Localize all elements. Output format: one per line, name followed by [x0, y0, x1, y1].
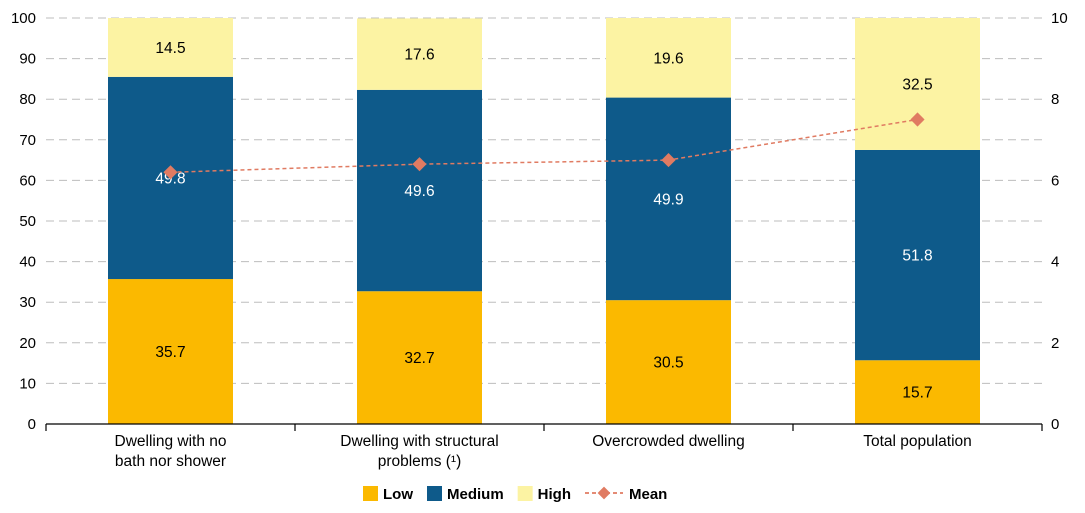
y-left-tick-label: 80	[19, 91, 36, 108]
gridlines	[46, 17, 1042, 384]
data-label-low: 32.7	[404, 350, 434, 367]
y-right-tick-label: 0	[1051, 416, 1059, 433]
y-left-tick-label: 10	[19, 375, 36, 392]
mean-line-path	[170, 118, 918, 174]
y-left-tick-label: 60	[19, 172, 36, 189]
y-left-tick-label: 100	[11, 10, 36, 27]
bar-medium	[855, 149, 980, 361]
y-left-tick-label: 50	[19, 213, 36, 230]
x-category-label: Dwelling with structural	[340, 433, 499, 450]
data-label-low: 35.7	[155, 344, 185, 361]
y-right-tick-label: 2	[1051, 335, 1059, 352]
y-right-tick-label: 8	[1051, 91, 1059, 108]
legend: Low Medium High Mean	[363, 486, 667, 503]
legend-label-medium: Medium	[447, 486, 504, 503]
legend-swatch-low	[363, 486, 378, 501]
bar-high	[606, 18, 731, 98]
legend-label-mean: Mean	[629, 486, 667, 503]
bar-high	[357, 18, 482, 90]
y-left-tick-label: 0	[28, 416, 36, 433]
bar-high	[855, 18, 980, 150]
y-right-tick-label: 4	[1051, 254, 1059, 271]
data-label-medium: 49.9	[653, 191, 683, 208]
legend-swatch-high	[517, 486, 533, 501]
legend-label-high: High	[538, 486, 571, 503]
legend-swatch-medium	[427, 486, 442, 501]
axes: 0 10 20 30 40 50 60 70 80 90 100 0 2 4 6 8 10 Dwelling wi…	[11, 10, 1068, 470]
y-left-tick-label: 20	[19, 335, 36, 352]
legend-marker-mean	[597, 486, 611, 500]
data-label-high: 14.5	[155, 40, 185, 57]
data-label-low: 15.7	[902, 385, 932, 402]
x-category-label: problems (¹)	[378, 453, 462, 470]
y-left-tick-label: 40	[19, 254, 36, 271]
bar-low	[855, 360, 980, 424]
bar-low	[606, 300, 731, 424]
x-category-label: bath nor shower	[115, 453, 226, 470]
data-label-low: 30.5	[653, 355, 683, 372]
bar-medium	[606, 97, 731, 301]
y-right-tick-label: 10	[1051, 10, 1068, 27]
bar-high	[108, 18, 233, 77]
x-category-label: Total population	[863, 433, 972, 450]
y-left-tick-label: 90	[19, 51, 36, 68]
x-category-label: Overcrowded dwelling	[592, 433, 745, 450]
bar-medium	[357, 89, 482, 292]
y-right-tick-label: 6	[1051, 172, 1059, 189]
y-left-tick-label: 30	[19, 294, 36, 311]
mean-marker	[412, 157, 427, 172]
legend-label-low: Low	[383, 486, 413, 503]
y-left-tick-label: 70	[19, 132, 36, 149]
mean-marker	[910, 112, 925, 127]
mean-marker	[661, 153, 676, 168]
x-category-label: Dwelling with no	[115, 433, 227, 450]
data-label-medium: 51.8	[902, 248, 932, 265]
data-label-high: 32.5	[902, 76, 932, 93]
bar-low	[108, 279, 233, 424]
mean-line	[163, 112, 925, 180]
mean-marker	[163, 165, 178, 180]
data-label-high: 19.6	[653, 50, 683, 67]
data-label-medium: 49.6	[404, 183, 434, 200]
bars: 35.749.814.532.749.617.630.549.919.615.7…	[108, 18, 980, 424]
data-label-high: 17.6	[404, 47, 434, 64]
bar-low	[357, 291, 482, 424]
